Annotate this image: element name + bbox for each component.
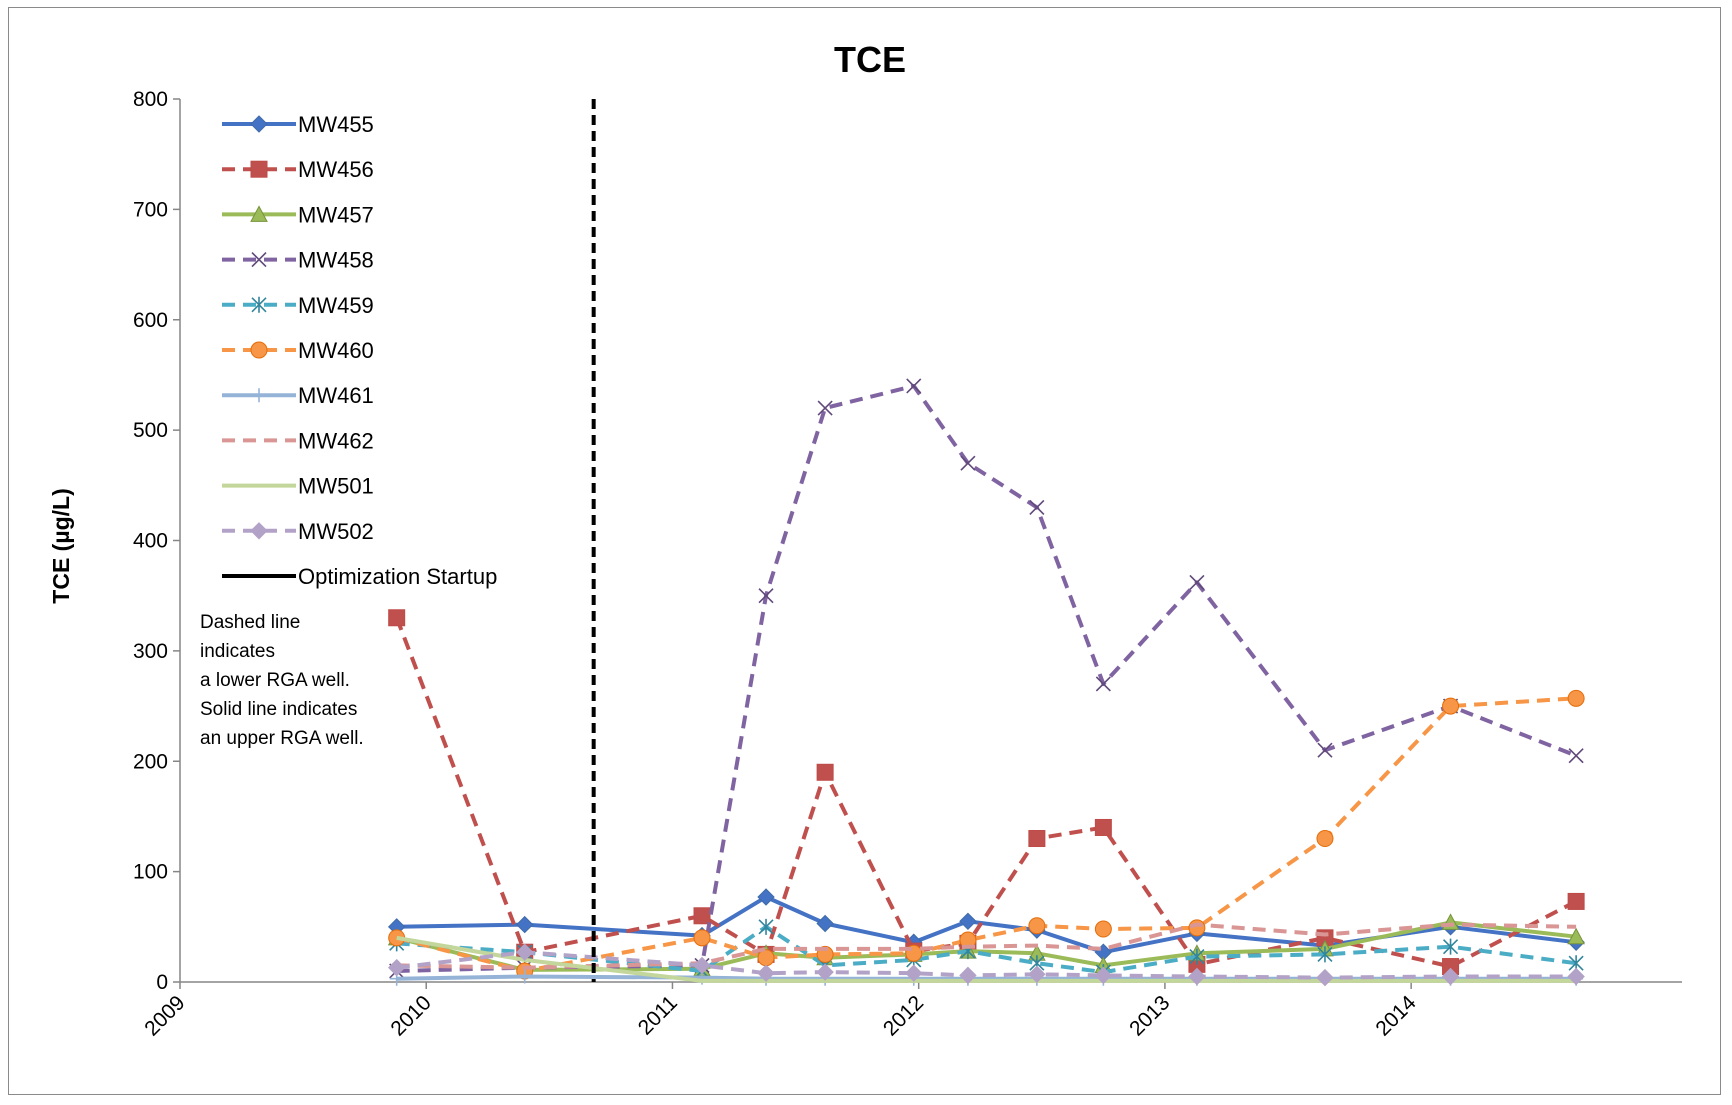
data-point-mw502 bbox=[905, 964, 923, 982]
x-tick-label: 2012 bbox=[879, 991, 928, 1040]
annotation-line-5: an upper RGA well. bbox=[200, 728, 364, 749]
data-point-mw456 bbox=[1567, 892, 1585, 910]
data-point-mw458 bbox=[1189, 574, 1205, 591]
data-point-mw502 bbox=[387, 958, 406, 977]
legend-marker-mw461 bbox=[252, 388, 266, 403]
legend-marker-mw459 bbox=[251, 296, 267, 313]
annotation-line-2: indicates bbox=[200, 641, 275, 662]
annotation-line-1: Dashed line bbox=[200, 612, 301, 633]
series-line-mw462 bbox=[396, 922, 1577, 970]
data-point-mw456 bbox=[693, 907, 711, 925]
data-point-mw458 bbox=[1317, 742, 1333, 758]
annotation-line-4: Solid line indicates bbox=[200, 699, 358, 720]
annotation-line-3: a lower RGA well. bbox=[200, 670, 350, 691]
series-line-mw460 bbox=[396, 696, 1577, 973]
data-point-mw457 bbox=[1567, 927, 1585, 945]
y-tick-label: 100 bbox=[133, 861, 168, 884]
legend-marker-mw460 bbox=[250, 341, 268, 359]
data-point-mw459 bbox=[1317, 946, 1333, 963]
legend-marker-mw502 bbox=[250, 522, 268, 540]
data-point-mw502 bbox=[1094, 966, 1113, 985]
data-point-mw460 bbox=[1442, 697, 1460, 715]
data-point-mw458 bbox=[1029, 499, 1045, 515]
data-point-mw458 bbox=[1568, 748, 1584, 764]
data-point-mw502 bbox=[1567, 967, 1585, 986]
y-tick-label: 800 bbox=[133, 88, 168, 111]
data-point-mw460 bbox=[1094, 920, 1112, 938]
data-point-mw460 bbox=[1028, 917, 1046, 935]
data-point-mw460 bbox=[1567, 689, 1585, 707]
data-point-mw459 bbox=[1442, 938, 1459, 955]
y-tick-label: 500 bbox=[133, 419, 168, 442]
line-style-annotation: Dashed line indicates a lower RGA well. … bbox=[200, 608, 400, 753]
x-tick-label: 2011 bbox=[634, 991, 682, 1039]
data-point-mw456 bbox=[1028, 830, 1046, 848]
data-point-mw502 bbox=[693, 956, 711, 975]
legend-label-mw457: MW457 bbox=[298, 202, 374, 227]
data-point-mw502 bbox=[516, 943, 534, 961]
data-point-mw461 bbox=[517, 969, 532, 984]
y-tick-label: 600 bbox=[133, 309, 168, 332]
y-tick-label: 700 bbox=[133, 198, 168, 221]
data-point-mw458 bbox=[1095, 676, 1111, 692]
legend-label-mw462: MW462 bbox=[298, 428, 374, 453]
data-point-mw502 bbox=[959, 966, 977, 985]
legend-label-mw461: MW461 bbox=[298, 383, 374, 408]
data-point-mw502 bbox=[816, 963, 834, 981]
legend-marker-mw455 bbox=[250, 115, 268, 133]
data-point-mw502 bbox=[1188, 967, 1206, 986]
data-point-mw502 bbox=[1316, 968, 1334, 987]
legend-label-mw502: MW502 bbox=[298, 519, 374, 544]
y-tick-label: 300 bbox=[133, 640, 168, 663]
legend-label-mw501: MW501 bbox=[298, 474, 374, 499]
y-axis-label: TCE (µg/L) bbox=[48, 488, 74, 603]
data-point-mw460 bbox=[1316, 830, 1334, 848]
legend-label-mw458: MW458 bbox=[298, 248, 374, 273]
legend-marker-mw457 bbox=[250, 205, 268, 222]
y-tick-label: 200 bbox=[133, 750, 168, 773]
legend-label-mw459: MW459 bbox=[298, 293, 374, 318]
data-point-mw455 bbox=[816, 914, 834, 933]
legend-marker-mw458 bbox=[251, 252, 267, 268]
data-point-mw458 bbox=[758, 588, 774, 604]
data-point-mw459 bbox=[1189, 948, 1205, 965]
data-point-mw455 bbox=[757, 888, 775, 906]
legend-marker-mw456 bbox=[250, 160, 268, 178]
data-point-mw458 bbox=[906, 378, 922, 394]
legend-label-mw460: MW460 bbox=[298, 338, 374, 363]
x-tick-label: 2010 bbox=[386, 991, 435, 1040]
legend-label-optimization-startup: Optimization Startup bbox=[298, 564, 497, 589]
data-point-mw458 bbox=[817, 400, 833, 416]
x-tick-label: 2009 bbox=[140, 991, 189, 1040]
data-point-mw455 bbox=[516, 915, 534, 934]
chart-title: TCE bbox=[834, 39, 906, 80]
series-line-mw456 bbox=[394, 617, 1578, 969]
y-tick-label: 0 bbox=[156, 971, 168, 994]
data-point-mw458 bbox=[960, 455, 976, 471]
data-point-mw456 bbox=[816, 763, 834, 781]
data-point-mw455 bbox=[959, 912, 977, 931]
x-tick-label: 2013 bbox=[1125, 991, 1174, 1040]
data-point-mw456 bbox=[1094, 818, 1112, 836]
chart-frame bbox=[8, 7, 1721, 1095]
data-point-mw502 bbox=[1028, 965, 1046, 983]
y-tick-label: 400 bbox=[133, 530, 168, 553]
data-point-mw459 bbox=[758, 918, 774, 935]
legend-label-mw455: MW455 bbox=[298, 112, 374, 137]
data-point-mw502 bbox=[1441, 967, 1460, 986]
data-point-mw502 bbox=[757, 964, 775, 982]
data-point-mw456 bbox=[388, 609, 406, 627]
series-line-mw458 bbox=[396, 384, 1577, 973]
legend-label-mw456: MW456 bbox=[298, 157, 374, 182]
data-point-mw460 bbox=[693, 929, 711, 947]
x-tick-label: 2014 bbox=[1371, 991, 1421, 1041]
